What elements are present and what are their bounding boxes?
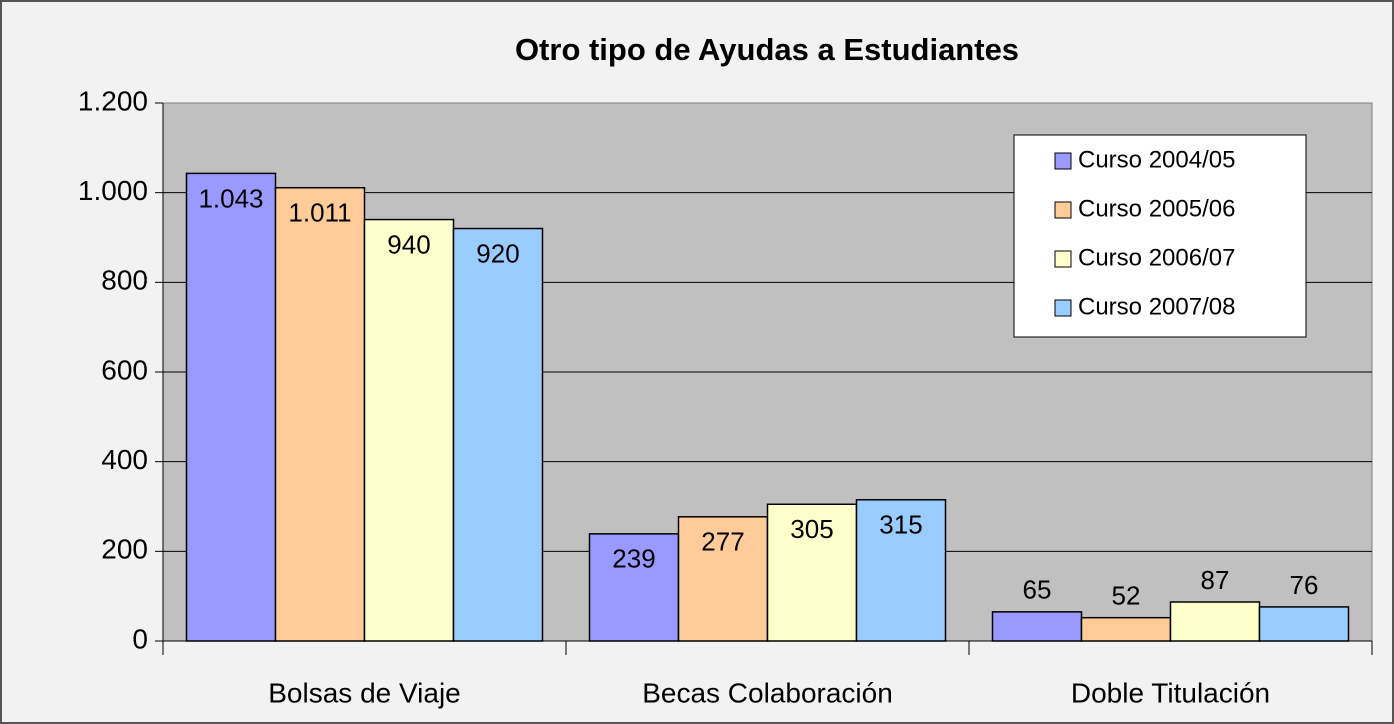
value-label: 315	[879, 510, 922, 540]
legend-swatch	[1054, 201, 1072, 219]
value-label: 239	[612, 544, 655, 574]
bar	[452, 227, 544, 642]
legend-label: Curso 2004/05	[1078, 146, 1235, 173]
y-tick-label: 200	[101, 534, 148, 565]
bar	[855, 499, 947, 642]
value-label: 1.011	[288, 198, 351, 228]
bar	[1080, 616, 1172, 642]
value-label: 65	[1023, 575, 1052, 605]
y-tick-label: 0	[132, 623, 148, 654]
value-label: 940	[387, 229, 430, 259]
legend-label: Curso 2005/06	[1078, 195, 1235, 222]
x-tick-label: Becas Colaboración	[642, 677, 893, 708]
legend-swatch	[1054, 250, 1072, 268]
legend-label: Curso 2006/07	[1078, 244, 1235, 271]
value-label: 277	[701, 527, 744, 557]
bar	[1169, 601, 1261, 642]
bar	[185, 172, 277, 642]
x-tick-label: Bolsas de Viaje	[268, 677, 461, 708]
legend-swatch	[1054, 152, 1072, 170]
value-label: 1.043	[198, 183, 263, 213]
value-label: 920	[476, 238, 519, 268]
bar	[1258, 606, 1350, 642]
legend-label: Curso 2007/08	[1078, 293, 1235, 320]
value-label: 87	[1201, 565, 1230, 595]
y-tick-label: 600	[101, 354, 148, 385]
bar	[363, 218, 455, 642]
y-tick-label: 1.200	[78, 85, 148, 116]
bar	[588, 533, 680, 642]
y-tick-label: 800	[101, 265, 148, 296]
bar	[991, 611, 1083, 642]
bar	[274, 186, 366, 642]
chart-title: Otro tipo de Ayudas a Estudiantes	[515, 32, 1019, 67]
value-label: 52	[1112, 581, 1141, 611]
value-label: 76	[1290, 570, 1319, 600]
y-tick-label: 1.000	[78, 175, 148, 206]
bar	[677, 516, 769, 642]
legend-swatch	[1054, 299, 1072, 317]
value-label: 305	[790, 514, 833, 544]
x-tick-label: Doble Titulación	[1071, 677, 1270, 708]
y-tick-label: 400	[101, 444, 148, 475]
